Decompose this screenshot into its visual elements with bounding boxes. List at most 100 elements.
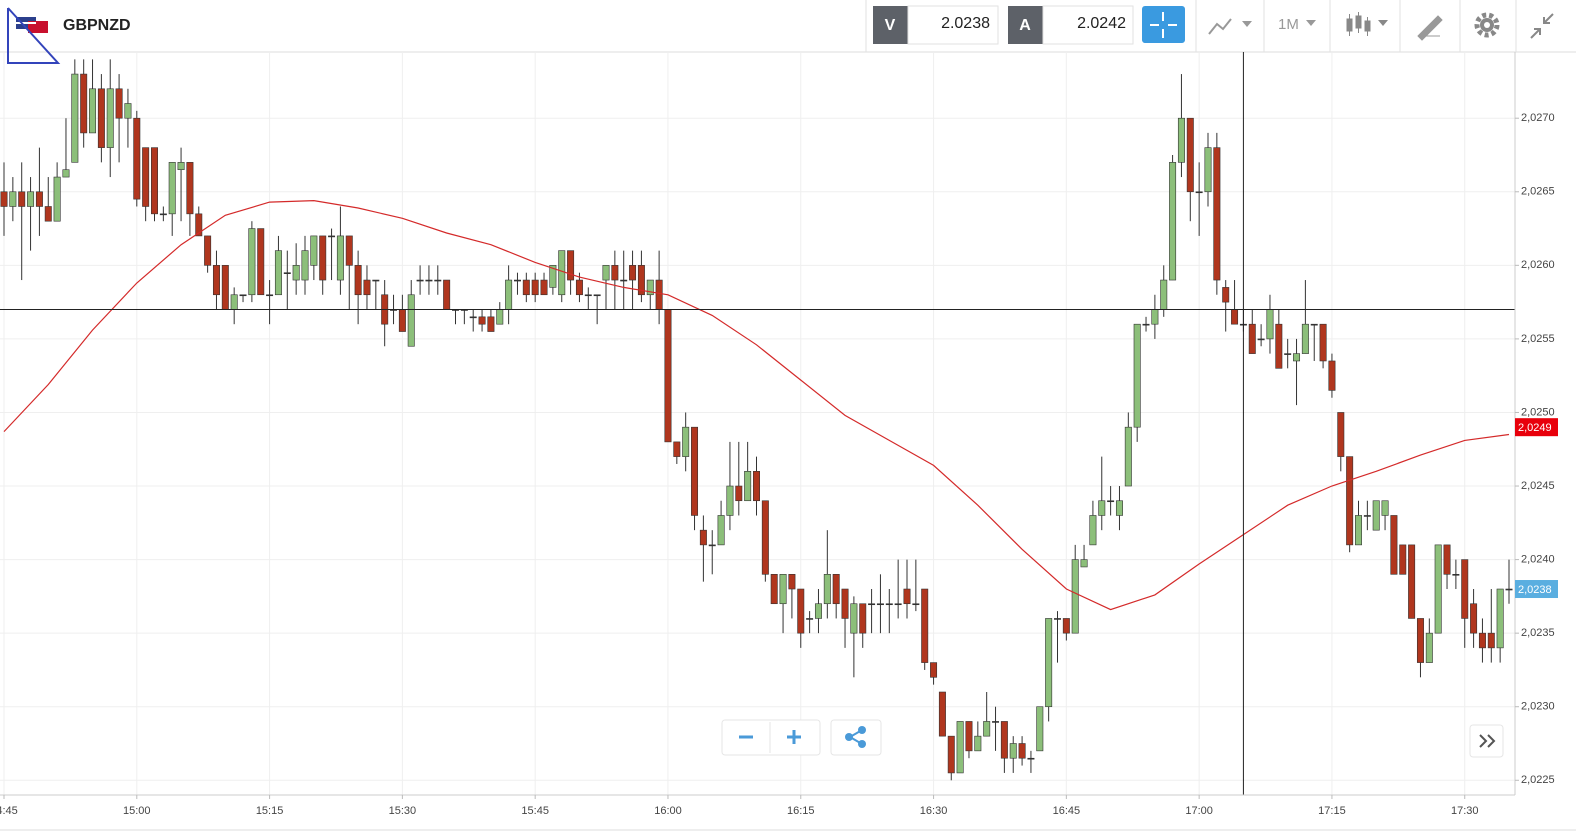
chart-type-button[interactable]	[1208, 18, 1252, 35]
candle-body	[868, 603, 876, 606]
candle-body	[248, 228, 256, 296]
candle-body	[655, 279, 663, 310]
y-tick-label: 2,0255	[1521, 333, 1555, 345]
crosshair-button[interactable]	[1142, 6, 1185, 43]
candle-body	[221, 265, 229, 310]
candle-body	[717, 515, 725, 546]
candle-body	[1363, 515, 1371, 517]
candle-body	[682, 426, 690, 457]
candle-body	[142, 147, 150, 207]
candle-body	[558, 250, 566, 296]
price-label-box	[1515, 580, 1558, 599]
candle-body	[974, 735, 982, 752]
candle-body	[89, 88, 97, 134]
candle-body	[62, 169, 70, 178]
candle-body	[151, 147, 158, 215]
candle-body	[1098, 500, 1106, 516]
share-button[interactable]	[830, 719, 882, 756]
candle-body	[832, 574, 840, 605]
ask-button[interactable]	[1008, 6, 1043, 44]
y-tick-label: 2,0230	[1521, 701, 1555, 713]
candle-body	[1071, 559, 1079, 634]
x-tick-label: 16:15	[787, 805, 815, 817]
candle-body	[1487, 632, 1495, 649]
candle-body	[629, 265, 637, 281]
candle-body	[1372, 500, 1380, 531]
candle-body	[806, 618, 814, 620]
candle-body	[691, 426, 699, 516]
candle-body	[885, 603, 893, 606]
candle-body	[1124, 426, 1132, 487]
candle-body	[80, 73, 88, 134]
candle-type-button[interactable]	[1346, 12, 1388, 36]
candle-body	[1443, 544, 1451, 575]
candle-body	[1346, 456, 1354, 546]
candle-body	[850, 603, 858, 634]
candle-body	[1222, 287, 1230, 303]
candle-body	[1399, 544, 1407, 575]
candle-body	[1416, 618, 1424, 663]
candle-body	[1115, 500, 1123, 516]
candle-body	[779, 574, 787, 605]
candle-body	[230, 294, 238, 310]
x-tick-label: 14:45	[0, 805, 18, 817]
candle-body	[434, 279, 442, 282]
scroll-end-button[interactable]	[1469, 724, 1504, 758]
candle-body	[1062, 618, 1070, 634]
candle-body	[115, 88, 123, 119]
candle-body	[53, 176, 61, 222]
candle-body	[1080, 559, 1088, 568]
candle-body	[921, 588, 929, 663]
x-tick-label: 15:30	[389, 805, 417, 817]
candle-body	[345, 235, 353, 266]
candle-body	[1045, 618, 1053, 708]
candle-body	[947, 735, 955, 774]
candle-body	[1355, 515, 1362, 546]
candle-body	[930, 662, 938, 678]
price-label: 2,0238	[1518, 584, 1552, 596]
candle-body	[1177, 117, 1185, 163]
candle-body	[27, 191, 35, 207]
ask-price: 2.0242	[1077, 15, 1126, 32]
candle-body	[1408, 544, 1416, 619]
candle-body	[1142, 323, 1150, 326]
candle-body	[257, 228, 265, 296]
x-tick-label: 17:15	[1318, 805, 1346, 817]
candle-body	[1452, 574, 1460, 576]
settings-button[interactable]	[1474, 12, 1500, 38]
candle-body	[1089, 515, 1097, 546]
draw-button[interactable]	[1417, 15, 1443, 41]
interval[interactable]: 1M	[1278, 16, 1299, 33]
candle-body	[133, 117, 141, 200]
candle-body	[531, 279, 539, 296]
candle-body	[1054, 618, 1061, 620]
candle-body	[425, 279, 433, 282]
candle-body	[469, 316, 477, 319]
collapse-button[interactable]	[1530, 13, 1554, 39]
x-tick-label: 15:00	[123, 805, 151, 817]
candle-body	[106, 88, 114, 148]
y-tick-label: 2,0245	[1521, 480, 1555, 492]
candle-body	[1266, 309, 1274, 340]
bid-price: 2.0238	[941, 15, 990, 32]
y-tick-label: 2,0270	[1521, 112, 1555, 124]
candle-body	[753, 471, 760, 502]
candle-body	[1009, 743, 1017, 759]
candle-body	[274, 250, 282, 296]
flag-icon	[16, 17, 48, 33]
candle-body	[1434, 544, 1442, 634]
candle-body	[841, 588, 849, 619]
candle-body	[735, 485, 743, 502]
candle-body	[177, 162, 185, 171]
bid-button[interactable]	[873, 6, 908, 44]
zoom-in[interactable]	[787, 730, 801, 744]
y-tick-label: 2,0250	[1521, 406, 1555, 418]
candle-body	[1275, 323, 1283, 369]
x-tick-label: 17:30	[1451, 805, 1479, 817]
candle-body	[398, 309, 406, 332]
candle-body	[823, 574, 831, 605]
candle-body	[372, 279, 380, 282]
y-tick-label: 2,0260	[1521, 259, 1555, 271]
candle-body	[1000, 721, 1008, 759]
